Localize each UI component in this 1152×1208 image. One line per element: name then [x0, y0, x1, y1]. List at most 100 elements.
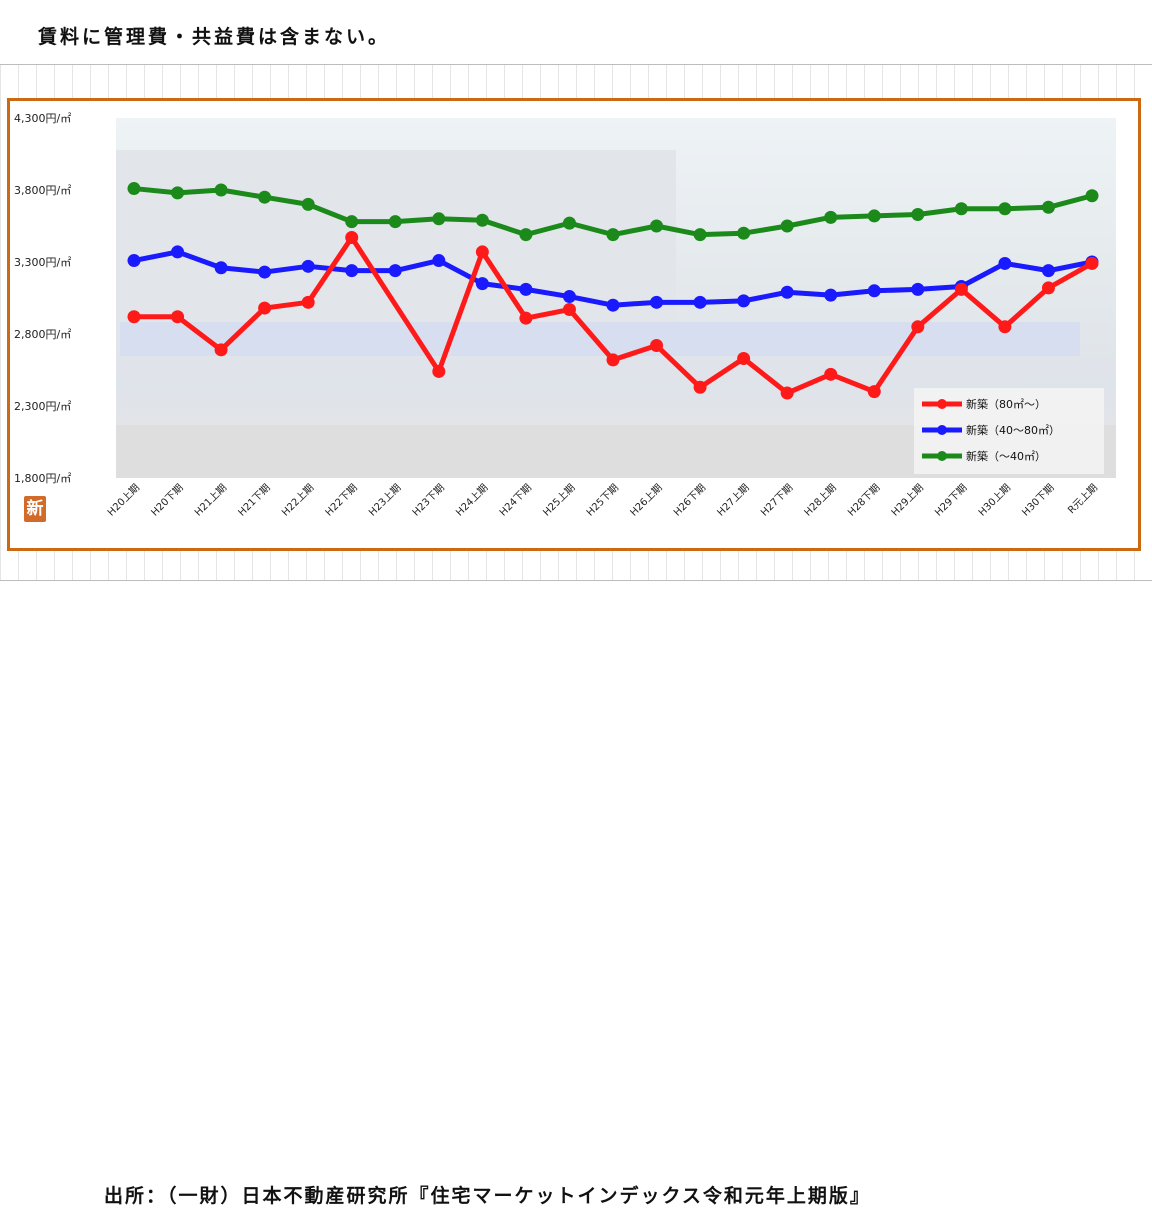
data-point: [214, 183, 228, 197]
new-build-logo: 新: [24, 496, 46, 522]
x-tick-label: H24下期: [497, 482, 534, 519]
data-point: [780, 219, 794, 233]
data-point: [650, 339, 664, 353]
data-point: [562, 290, 576, 304]
x-tick-label: H25上期: [541, 482, 578, 519]
source-band: 出所：（一財）日本不動産研究所『住宅マーケットインデックス令和元年上期版』: [0, 580, 1152, 1207]
series-2: [127, 182, 1099, 242]
x-tick-label: H26下期: [671, 482, 708, 519]
data-point: [562, 216, 576, 230]
y-tick-label: 3,300円/㎡: [14, 256, 71, 269]
data-point: [127, 254, 141, 268]
source-citation: 出所：（一財）日本不動産研究所『住宅マーケットインデックス令和元年上期版』: [104, 1185, 871, 1207]
x-tick-label: H26上期: [628, 482, 665, 519]
data-point: [1041, 264, 1055, 278]
x-tick-label: H27上期: [715, 482, 752, 519]
data-point: [867, 284, 881, 298]
x-tick-label: H22上期: [279, 482, 316, 519]
data-point: [693, 380, 707, 394]
x-tick-label: H28上期: [802, 482, 839, 519]
data-point: [998, 320, 1012, 334]
data-point: [606, 228, 620, 242]
legend-swatch-dot: [937, 425, 947, 435]
x-tick-label: H23下期: [410, 482, 447, 519]
data-point: [1085, 189, 1099, 203]
data-point: [911, 282, 925, 296]
note-band: 賃料に管理費・共益費は含まない。: [0, 0, 1152, 65]
storefront-band: [120, 322, 1080, 356]
data-point: [388, 215, 402, 229]
data-point: [258, 301, 272, 315]
data-point: [737, 226, 751, 240]
data-point: [127, 182, 141, 196]
legend-swatch-dot: [937, 399, 947, 409]
data-point: [301, 259, 315, 273]
data-point: [780, 285, 794, 299]
data-point: [562, 303, 576, 317]
y-tick-label: 1,800円/㎡: [14, 472, 71, 485]
data-point: [214, 343, 228, 357]
data-point: [127, 310, 141, 324]
data-point: [475, 245, 489, 259]
rent-note: 賃料に管理費・共益費は含まない。: [38, 26, 391, 48]
data-point: [780, 386, 794, 400]
data-point: [345, 264, 359, 278]
data-point: [301, 197, 315, 211]
x-tick-label: H28下期: [845, 482, 882, 519]
x-tick-label: H23上期: [366, 482, 403, 519]
data-point: [737, 294, 751, 308]
x-tick-label: H29下期: [933, 482, 970, 519]
data-point: [911, 320, 925, 334]
data-point: [475, 213, 489, 227]
data-point: [258, 265, 272, 279]
data-point: [954, 282, 968, 296]
data-point: [171, 186, 185, 200]
data-point: [693, 228, 707, 242]
y-tick-label: 4,300円/㎡: [14, 112, 71, 125]
x-tick-label: H21下期: [236, 482, 273, 519]
data-point: [606, 353, 620, 367]
data-point: [998, 256, 1012, 270]
data-point: [867, 209, 881, 223]
legend-label: 新築（80㎡～）: [966, 397, 1046, 411]
x-tick-label: H20下期: [149, 482, 186, 519]
legend-label: 新築（40～80㎡）: [966, 423, 1060, 437]
data-point: [737, 351, 751, 365]
x-tick-label: H22下期: [323, 482, 360, 519]
data-point: [171, 310, 185, 324]
data-point: [432, 364, 446, 378]
x-tick-label: H29上期: [889, 482, 926, 519]
x-tick-label: H30上期: [976, 482, 1013, 519]
y-tick-label: 2,300円/㎡: [14, 400, 71, 413]
x-tick-label: H20上期: [105, 482, 142, 519]
data-point: [954, 202, 968, 216]
x-tick-label: H21上期: [192, 482, 229, 519]
data-point: [998, 202, 1012, 216]
data-point: [867, 385, 881, 399]
data-point: [345, 231, 359, 245]
series-line: [134, 235, 1094, 396]
data-point: [301, 295, 315, 309]
data-point: [258, 190, 272, 204]
data-point: [1041, 200, 1055, 214]
data-point: [345, 215, 359, 229]
data-point: [1041, 281, 1055, 295]
data-point: [650, 295, 664, 309]
data-point: [432, 254, 446, 268]
x-tick-label: H30下期: [1020, 482, 1057, 519]
rent-line-chart: 1,800円/㎡ 2,300円/㎡ 2,800円/㎡ 3,300円/㎡ 3,800円/㎡…: [14, 112, 1116, 519]
y-tick-label: 2,800円/㎡: [14, 328, 71, 341]
data-point: [432, 212, 446, 226]
x-tick-label: H25下期: [584, 482, 621, 519]
data-point: [1085, 256, 1099, 270]
data-point: [214, 261, 228, 275]
data-point: [824, 367, 838, 381]
data-point: [171, 245, 185, 259]
data-point: [519, 282, 533, 296]
data-point: [519, 228, 533, 242]
data-point: [824, 210, 838, 224]
series-0: [127, 231, 1099, 400]
data-point: [388, 264, 402, 278]
legend-label: 新築（～40㎡）: [966, 449, 1046, 463]
y-tick-label: 3,800円/㎡: [14, 184, 71, 197]
